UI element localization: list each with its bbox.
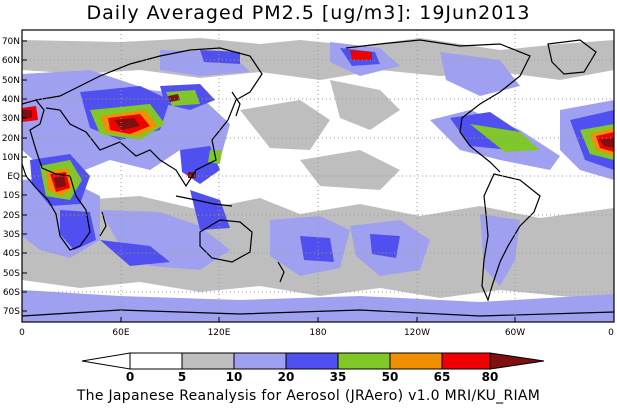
colorbar-segment [389, 352, 443, 370]
colorbar-tick-label: 65 [434, 370, 451, 384]
lon-label: 60W [505, 328, 525, 338]
colorbar-segment [441, 352, 491, 370]
colorbar-segment [285, 352, 339, 370]
lat-label: 10N [2, 153, 20, 163]
colorbar-tick-label: 0 [126, 370, 134, 384]
colorbar-labels: 0 5 10 20 35 50 65 80 [126, 370, 499, 384]
lat-label: 30N [2, 114, 20, 124]
colorbar-segment [129, 352, 183, 370]
map-panel: 70N 60N 50N 40N 30N 20N 10N EQ 10S 20S 3… [2, 29, 615, 338]
lat-label: 70N [2, 37, 20, 47]
footer-credit: The Japanese Reanalysis for Aerosol (JRA… [76, 388, 541, 404]
lon-label: 180 [309, 328, 326, 338]
colorbar-tick-label: 35 [330, 370, 347, 384]
lon-label: 60E [112, 328, 129, 338]
lat-label: 30S [3, 230, 20, 240]
lat-labels: 70N 60N 50N 40N 30N 20N 10N EQ 10S 20S 3… [2, 37, 20, 317]
lat-label: 20N [2, 134, 20, 144]
colorbar-max-arrow [489, 352, 545, 370]
lat-label: 50N [2, 76, 20, 86]
colorbar-segment [233, 352, 287, 370]
colorbar-tick-label: 20 [278, 370, 295, 384]
lon-label: 0 [19, 328, 25, 338]
lat-label: 40N [2, 95, 20, 105]
colorbar-min-arrow [81, 352, 131, 370]
colorbar-segment [337, 352, 391, 370]
lat-label: 60N [2, 56, 20, 66]
lon-labels: 0 60E 120E 180 120W 60W 0 [19, 328, 614, 338]
lat-label: 60S [3, 288, 20, 298]
colorbar-segment [181, 352, 235, 370]
lon-label: 120W [404, 328, 430, 338]
lat-label: EQ [7, 172, 20, 182]
lat-label: 20S [3, 211, 20, 221]
colorbar: 0 5 10 20 35 50 65 80 [81, 352, 545, 384]
map-title: Daily Averaged PM2.5 [ug/m3]: 19Jun2013 [86, 2, 531, 24]
colorbar-tick-label: 50 [382, 370, 399, 384]
lat-label: 10S [3, 191, 20, 201]
lon-label: 120E [208, 328, 231, 338]
colorbar-tick-label: 10 [226, 370, 243, 384]
colorbar-tick-label: 80 [482, 370, 499, 384]
lat-label: 40S [3, 249, 20, 259]
lat-label: 50S [3, 269, 20, 279]
colorbar-tick-label: 5 [178, 370, 186, 384]
map-ticks [22, 40, 516, 322]
map-gridlines [22, 30, 614, 322]
lat-label: 70S [3, 307, 20, 317]
lon-label: 0 [608, 328, 614, 338]
